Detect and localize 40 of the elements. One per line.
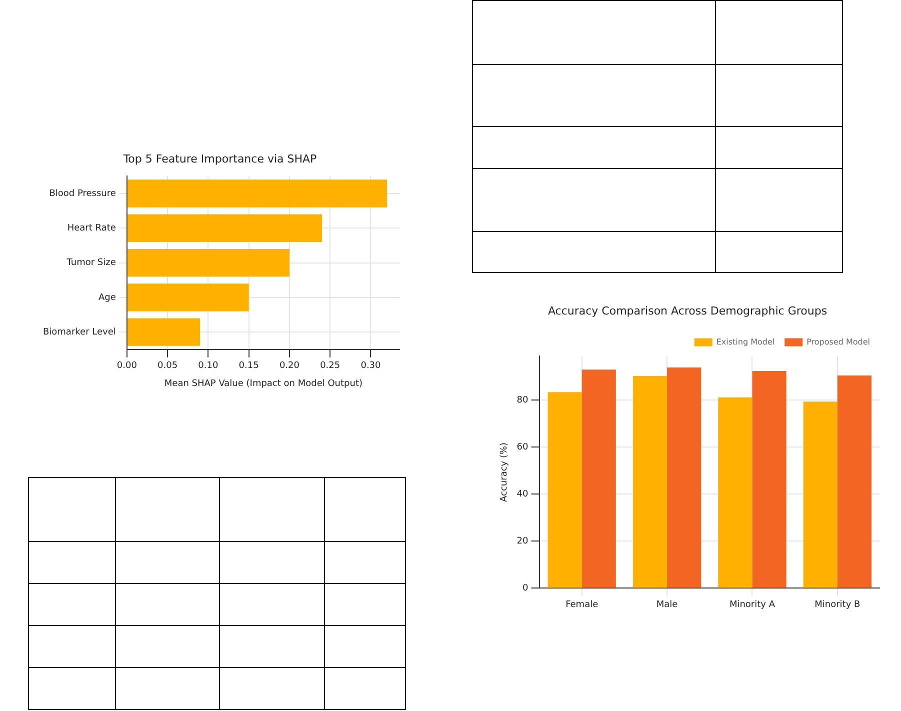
legend-label: Proposed Model xyxy=(806,337,870,346)
x-tick-label: Female xyxy=(566,600,599,610)
bar xyxy=(837,375,872,588)
x-tick-label: Minority A xyxy=(729,600,776,610)
x-axis-title: Mean SHAP Value (Impact on Model Output) xyxy=(164,378,363,389)
bar xyxy=(582,370,616,588)
y-tick-label: Heart Rate xyxy=(67,224,116,234)
x-tick-label: 0.10 xyxy=(198,361,218,372)
x-tick-label: 0.25 xyxy=(320,361,340,372)
x-tick-label: 0.20 xyxy=(279,361,300,372)
bar xyxy=(127,284,249,312)
x-tick-label: Male xyxy=(656,600,678,610)
x-tick-label: 0.00 xyxy=(116,361,138,372)
y-tick-label: 0 xyxy=(522,584,529,594)
bar xyxy=(632,376,668,588)
legend-label: Existing Model xyxy=(716,337,775,346)
x-tick-label: Minority B xyxy=(814,600,860,610)
chart-title: Accuracy Comparison Across Demographic Groups xyxy=(548,304,828,318)
y-tick-label: 80 xyxy=(516,396,529,406)
bar xyxy=(803,402,838,588)
y-tick-label: Tumor Size xyxy=(66,258,116,268)
y-tick-label: 40 xyxy=(516,490,529,500)
y-tick-label: 20 xyxy=(516,536,529,547)
x-tick-label: 0.30 xyxy=(360,361,382,372)
bar xyxy=(127,214,322,242)
x-tick-label: 0.05 xyxy=(158,361,178,372)
bar xyxy=(127,180,387,208)
y-tick-label: Blood Pressure xyxy=(49,188,116,199)
bar xyxy=(752,371,786,588)
y-tick-label: Age xyxy=(98,292,116,303)
bar xyxy=(127,318,200,346)
y-tick-label: 60 xyxy=(516,442,529,453)
chart-title: Top 5 Feature Importance via SHAP xyxy=(122,152,318,166)
bar xyxy=(548,392,582,588)
bar xyxy=(667,367,702,588)
y-tick-label: Biomarker Level xyxy=(42,327,116,338)
bar xyxy=(718,397,752,588)
y-axis-title: Accuracy (%) xyxy=(500,442,510,502)
x-tick-label: 0.15 xyxy=(238,361,259,372)
bar xyxy=(127,248,290,277)
